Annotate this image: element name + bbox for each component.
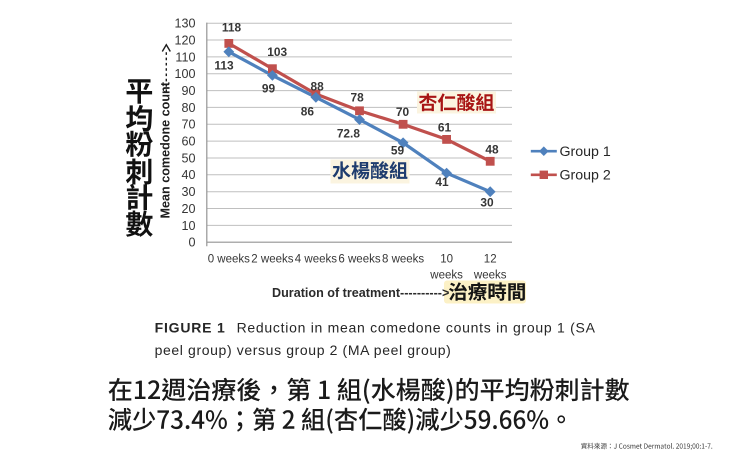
svg-text:72.8: 72.8 xyxy=(337,127,361,141)
svg-text:78: 78 xyxy=(350,90,364,104)
svg-text:6 weeks: 6 weeks xyxy=(338,254,380,266)
svg-text:120: 120 xyxy=(174,33,195,47)
svg-text:86: 86 xyxy=(301,104,315,118)
svg-text:70: 70 xyxy=(181,118,195,132)
svg-text:8 weeks: 8 weeks xyxy=(382,254,424,266)
svg-text:100: 100 xyxy=(174,67,195,81)
svg-text:99: 99 xyxy=(262,82,276,96)
svg-text:Mean comedone count: Mean comedone count xyxy=(159,81,173,218)
svg-text:103: 103 xyxy=(267,45,287,59)
svg-text:41: 41 xyxy=(435,175,449,189)
svg-text:50: 50 xyxy=(181,151,195,165)
svg-text:59: 59 xyxy=(391,143,405,157)
svg-text:Duration of treatment---------: Duration of treatment----------> xyxy=(272,286,449,300)
svg-text:60: 60 xyxy=(181,135,195,149)
svg-text:110: 110 xyxy=(175,50,195,64)
svg-text:0 weeks: 0 weeks xyxy=(208,254,250,266)
svg-text:118: 118 xyxy=(222,21,242,35)
svg-text:2 weeks: 2 weeks xyxy=(251,254,293,266)
svg-text:Group 1: Group 1 xyxy=(560,144,611,160)
svg-text:48: 48 xyxy=(485,143,499,157)
svg-text:10: 10 xyxy=(181,219,195,233)
svg-text:130: 130 xyxy=(174,17,195,31)
svg-text:12: 12 xyxy=(484,254,497,266)
svg-text:88: 88 xyxy=(310,80,324,94)
svg-text:70: 70 xyxy=(396,105,410,119)
svg-text:peel group) versus group 2 (MA: peel group) versus group 2 (MA peel grou… xyxy=(155,342,452,358)
svg-text:4 weeks: 4 weeks xyxy=(295,254,337,266)
svg-text:80: 80 xyxy=(181,101,195,115)
svg-text:40: 40 xyxy=(181,168,195,182)
svg-text:weeks: weeks xyxy=(473,269,507,281)
svg-text:0: 0 xyxy=(188,236,195,250)
svg-text:61: 61 xyxy=(438,120,452,134)
svg-text:30: 30 xyxy=(480,196,494,210)
svg-text:113: 113 xyxy=(214,59,234,73)
svg-text:20: 20 xyxy=(181,202,195,216)
svg-text:90: 90 xyxy=(181,84,195,98)
svg-text:weeks: weeks xyxy=(429,269,463,281)
svg-text:Group 2: Group 2 xyxy=(560,168,611,184)
svg-text:30: 30 xyxy=(181,185,195,199)
svg-text:10: 10 xyxy=(440,254,453,266)
